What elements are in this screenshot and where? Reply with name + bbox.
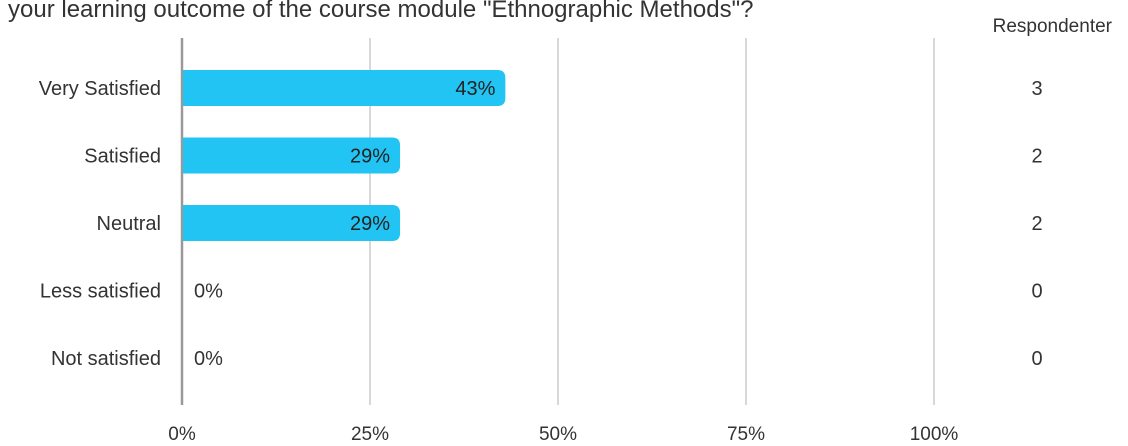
bar — [183, 205, 401, 241]
category-label: Satisfied — [84, 146, 161, 168]
bar — [183, 70, 506, 106]
value-label: 43% — [455, 78, 495, 100]
respondent-count: 0 — [1031, 348, 1042, 370]
category-label: Not satisfied — [51, 348, 161, 370]
category-label: Very Satisfied — [39, 78, 161, 100]
x-tick-label: 50% — [539, 424, 577, 441]
x-tick-label: 75% — [727, 424, 765, 441]
category-label: Neutral — [97, 213, 161, 235]
x-tick-label: 100% — [910, 424, 959, 441]
x-tick-label: 25% — [351, 424, 389, 441]
respondent-count: 2 — [1031, 146, 1042, 168]
x-tick-label: 0% — [168, 424, 196, 441]
respondents-header: Respondenter — [993, 16, 1113, 37]
respondent-count: 3 — [1031, 78, 1042, 100]
value-label: 0% — [194, 281, 223, 303]
value-label: 0% — [194, 348, 223, 370]
bars — [183, 70, 506, 241]
value-label: 29% — [350, 213, 390, 235]
value-label: 29% — [350, 146, 390, 168]
labels: 0% 25% 50% 75% 100% Very Satisfied 43% 3 Satisfi… — [39, 78, 1043, 445]
respondent-count: 0 — [1031, 281, 1042, 303]
category-label: Less satisfied — [40, 281, 161, 303]
respondent-count: 2 — [1031, 213, 1042, 235]
chart-title: your learning outcome of the course modu… — [8, 0, 753, 23]
bar — [183, 137, 401, 174]
